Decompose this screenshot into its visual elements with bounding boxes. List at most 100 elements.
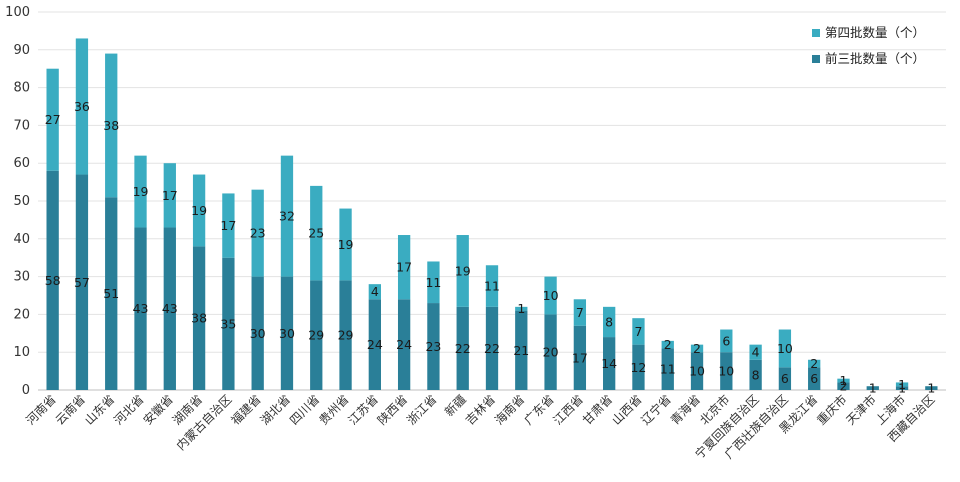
data-label: 17 — [162, 188, 178, 203]
data-label: 8 — [605, 314, 613, 329]
data-label: 8 — [752, 367, 760, 382]
x-tick-label: 河北省 — [111, 392, 146, 427]
bar-segment-1 — [485, 306, 499, 390]
x-tick-label: 甘肃省 — [580, 392, 615, 427]
bar-segment-2 — [75, 38, 89, 175]
bar-segment-1 — [661, 348, 674, 390]
bar-segment-2 — [222, 193, 235, 258]
bar-segment-1 — [75, 174, 89, 390]
data-label: 1 — [927, 381, 935, 396]
bars — [46, 38, 938, 390]
y-axis: 0 10 20 30 40 50 60 70 80 90 100 — [5, 5, 30, 398]
data-label: 1 — [840, 373, 848, 388]
data-label: 25 — [308, 226, 324, 241]
bar-segment-1 — [192, 246, 206, 390]
data-label: 43 — [162, 301, 178, 316]
y-tick-label: 10 — [13, 345, 30, 360]
data-label: 14 — [601, 356, 617, 371]
bar-segment-1 — [310, 280, 323, 390]
x-tick-label: 山西省 — [609, 392, 644, 427]
bar-segment-2 — [105, 53, 118, 198]
gridlines — [38, 11, 946, 391]
data-label: 7 — [576, 305, 584, 320]
data-label: 19 — [338, 237, 354, 252]
data-label: 10 — [777, 341, 793, 356]
bar-segment-2 — [456, 235, 469, 307]
x-tick-label: 云南省 — [52, 392, 88, 428]
data-labels: 5827573651384319431738193517302330322925… — [45, 99, 936, 396]
bar-segment-1 — [632, 344, 645, 390]
bar-segment-2 — [280, 155, 294, 277]
legend: 第四批数量（个） 前三批数量（个） — [812, 25, 925, 66]
bar-segment-2 — [720, 329, 733, 353]
bar-segment-1 — [925, 386, 938, 390]
bar-segment-2 — [661, 340, 674, 349]
x-tick-label: 广东省 — [521, 392, 556, 427]
bar-segment-2 — [397, 235, 411, 300]
bar-segment-1 — [251, 276, 264, 390]
data-label: 23 — [425, 339, 441, 354]
data-label: 36 — [74, 99, 90, 114]
x-tick-label: 安徽省 — [140, 392, 176, 428]
bar-segment-1 — [46, 170, 59, 390]
y-tick-label: 30 — [13, 270, 30, 285]
x-tick-label: 江苏省 — [346, 392, 381, 427]
bar-segment-2 — [339, 208, 352, 281]
data-label: 6 — [722, 333, 730, 348]
data-label: 2 — [664, 337, 672, 352]
data-label: 57 — [74, 275, 90, 290]
bar-segment-1 — [544, 314, 557, 390]
x-tick-label: 四川省 — [287, 392, 322, 427]
data-label: 29 — [308, 328, 324, 343]
bar-segment-1 — [690, 352, 704, 390]
bar-segment-1 — [749, 359, 762, 390]
x-tick-label: 福建省 — [228, 392, 264, 428]
data-label: 17 — [220, 218, 236, 233]
bar-segment-2 — [163, 163, 176, 228]
y-tick-label: 70 — [13, 118, 30, 133]
data-label: 17 — [396, 260, 412, 275]
bar-segment-2 — [427, 261, 440, 304]
bar-segment-1 — [368, 299, 381, 390]
x-tick-label: 贵州省 — [316, 392, 351, 427]
bar-segment-1 — [339, 280, 352, 390]
bar-segment-2 — [46, 68, 59, 171]
bar-segment-1 — [866, 386, 879, 390]
data-label: 20 — [543, 345, 559, 360]
data-label: 11 — [660, 362, 676, 377]
bar-segment-1 — [280, 276, 294, 390]
data-label: 2 — [693, 341, 701, 356]
x-tick-label: 天津市 — [843, 392, 879, 428]
data-label: 12 — [630, 360, 646, 375]
bar-segment-2 — [808, 359, 821, 368]
bar-segment-1 — [163, 227, 176, 390]
data-label: 38 — [103, 118, 119, 133]
data-label: 10 — [718, 364, 734, 379]
data-label: 32 — [279, 209, 295, 224]
x-tick-label: 陕西省 — [374, 392, 410, 428]
x-tick-label: 辽宁省 — [638, 392, 674, 428]
data-label: 6 — [810, 371, 818, 386]
bar-segment-2 — [515, 306, 528, 311]
data-label: 10 — [689, 364, 705, 379]
x-tick-label: 重庆市 — [814, 392, 850, 428]
y-tick-label: 80 — [13, 81, 30, 96]
bar-segment-1 — [573, 325, 587, 390]
bar-segment-1 — [134, 227, 147, 390]
bar-segment-1 — [397, 299, 411, 390]
y-tick-label: 40 — [13, 232, 30, 247]
bar-segment-1 — [720, 352, 733, 390]
bar-segment-2 — [690, 344, 704, 353]
data-label: 1 — [898, 381, 906, 396]
x-tick-label: 海南省 — [491, 392, 527, 428]
data-label: 11 — [425, 275, 441, 290]
legend-label-series-1: 前三批数量（个） — [825, 51, 925, 66]
data-label: 1 — [869, 381, 877, 396]
bar-segment-2 — [778, 329, 792, 368]
bar-segment-2 — [749, 344, 762, 360]
bar-segment-2 — [573, 299, 587, 326]
bar-segment-1 — [837, 382, 850, 390]
data-label: 24 — [367, 337, 383, 352]
data-label: 23 — [250, 226, 266, 241]
bar-segment-1 — [515, 310, 528, 390]
